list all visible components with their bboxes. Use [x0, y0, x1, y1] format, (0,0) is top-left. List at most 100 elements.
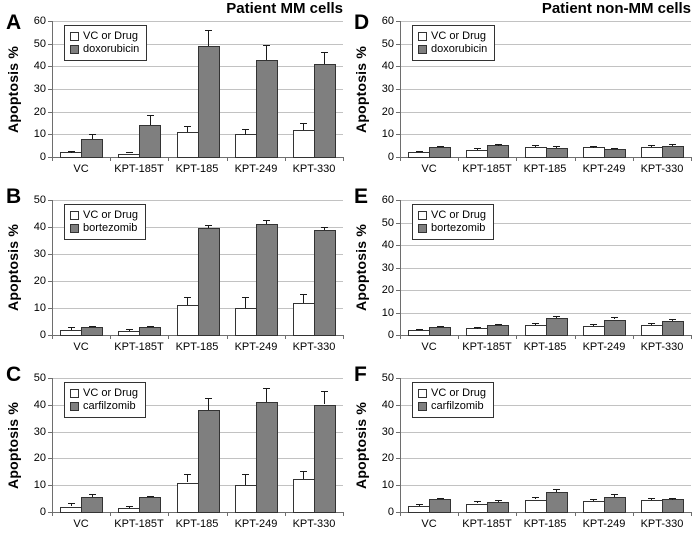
bar-carfilzomib-kpt-249	[604, 497, 626, 513]
y-tick-mark	[396, 21, 400, 22]
error-bar-cap	[126, 329, 133, 330]
y-tick-mark	[48, 157, 52, 158]
y-tick-label: 50	[381, 372, 394, 384]
x-tick-label-kpt-330: KPT-330	[292, 518, 336, 530]
legend-swatch-white	[70, 389, 79, 398]
legend-label: doxorubicin	[83, 43, 140, 55]
error-bar-cap	[590, 146, 597, 147]
error-bar-line	[556, 146, 557, 148]
gridline-60	[401, 200, 691, 201]
y-axis-title: Apoptosis %	[350, 378, 372, 512]
y-tick-mark	[396, 112, 400, 113]
x-tick-label-kpt-249: KPT-249	[234, 163, 278, 175]
bar-doxorubicin-kpt-330	[314, 64, 336, 158]
bar-doxorubicin-kpt-249	[604, 149, 626, 158]
bar-vc-or-drug-kpt-185	[525, 325, 547, 336]
gridline-60	[401, 21, 691, 22]
error-bar-cap	[532, 145, 539, 146]
y-tick-mark	[48, 405, 52, 406]
y-tick-label: 10	[33, 128, 46, 140]
x-tick-mark	[168, 512, 169, 516]
y-tick-mark	[48, 89, 52, 90]
y-tick-label: 40	[33, 60, 46, 72]
error-bar-line	[187, 126, 188, 132]
x-tick-mark	[52, 335, 53, 339]
error-bar-cap	[495, 324, 502, 325]
bar-vc-or-drug-kpt-185	[525, 500, 547, 513]
error-bar-cap	[495, 144, 502, 145]
y-tick-label: 0	[39, 329, 46, 341]
x-tick-label-vc: VC	[73, 518, 89, 530]
legend-swatch-white	[418, 211, 427, 220]
error-bar-cap	[474, 501, 481, 502]
error-bar-cap	[184, 474, 191, 475]
y-tick-mark	[396, 223, 400, 224]
gridline-50	[53, 378, 343, 379]
y-tick-label: 20	[381, 452, 394, 464]
y-tick-label: 50	[381, 217, 394, 229]
gridline-50	[401, 378, 691, 379]
x-tick-label-kpt-330: KPT-330	[292, 341, 336, 353]
x-tick-mark	[400, 512, 401, 516]
y-tick-mark	[396, 245, 400, 246]
y-tick-mark	[396, 405, 400, 406]
error-bar-cap	[416, 151, 423, 152]
error-bar-line	[651, 498, 652, 500]
error-bar-cap	[300, 123, 307, 124]
error-bar-cap	[147, 326, 154, 327]
y-tick-mark	[48, 281, 52, 282]
gridline-50	[401, 223, 691, 224]
panel-letter: C	[6, 363, 22, 386]
x-tick-label-kpt-185t: KPT-185T	[462, 163, 512, 175]
bar-vc-or-drug-kpt-185t	[118, 331, 140, 336]
error-bar-line	[266, 388, 267, 402]
error-bar-line	[245, 129, 246, 135]
error-bar-cap	[611, 494, 618, 495]
bar-vc-or-drug-kpt-185	[177, 483, 199, 513]
error-bar-line	[324, 391, 325, 404]
error-bar-cap	[321, 391, 328, 392]
y-tick-mark	[48, 200, 52, 201]
legend-swatch-gray	[70, 224, 79, 233]
bar-bortezomib-kpt-185	[198, 228, 220, 336]
y-tick-mark	[396, 134, 400, 135]
error-bar-cap	[437, 146, 444, 147]
panel-c: C Apoptosis % 0 10 20 30 40 50 VC KPT-185T KPT-185…	[0, 356, 348, 533]
y-axis-line	[52, 200, 53, 336]
bar-bortezomib-kpt-185	[546, 318, 568, 336]
bar-vc-or-drug-vc	[408, 330, 430, 336]
legend-item: VC or Drug	[418, 388, 486, 399]
y-tick-mark	[48, 432, 52, 433]
bar-doxorubicin-vc	[81, 139, 103, 158]
gridline-20	[401, 112, 691, 113]
y-tick-mark	[48, 254, 52, 255]
y-tick-label: 40	[381, 60, 394, 72]
error-bar-line	[593, 146, 594, 148]
y-tick-mark	[396, 458, 400, 459]
error-bar-cap	[532, 497, 539, 498]
legend-item: doxorubicin	[418, 44, 487, 55]
gridline-10	[401, 485, 691, 486]
y-tick-mark	[396, 268, 400, 269]
error-bar-cap	[437, 498, 444, 499]
x-tick-mark	[458, 512, 459, 516]
bar-vc-or-drug-kpt-249	[583, 326, 605, 336]
x-tick-mark	[227, 512, 228, 516]
legend: VC or Drug doxorubicin	[64, 25, 148, 61]
error-bar-cap	[474, 148, 481, 149]
x-tick-mark	[168, 335, 169, 339]
bar-vc-or-drug-kpt-185t	[466, 504, 488, 513]
error-bar-cap	[205, 30, 212, 31]
bar-vc-or-drug-kpt-249	[235, 308, 257, 336]
bar-vc-or-drug-kpt-185	[177, 132, 199, 158]
y-tick-mark	[48, 485, 52, 486]
x-tick-label-vc: VC	[421, 341, 437, 353]
y-tick-label: 20	[381, 284, 394, 296]
error-bar-line	[324, 52, 325, 64]
legend: VC or Drug carfilzomib	[412, 382, 495, 418]
panel-a: Patient MM cells A Apoptosis % 0 10 20 30 40 50 6…	[0, 0, 348, 178]
x-tick-label-kpt-185t: KPT-185T	[462, 341, 512, 353]
y-tick-mark	[396, 313, 400, 314]
x-tick-label-kpt-185: KPT-185	[175, 341, 219, 353]
x-tick-mark	[575, 335, 576, 339]
